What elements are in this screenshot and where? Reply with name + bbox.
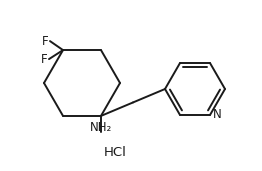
Text: HCl: HCl — [103, 147, 127, 160]
Text: F: F — [41, 35, 48, 48]
Text: N: N — [213, 108, 222, 121]
Text: F: F — [40, 53, 47, 66]
Text: NH₂: NH₂ — [90, 121, 112, 134]
